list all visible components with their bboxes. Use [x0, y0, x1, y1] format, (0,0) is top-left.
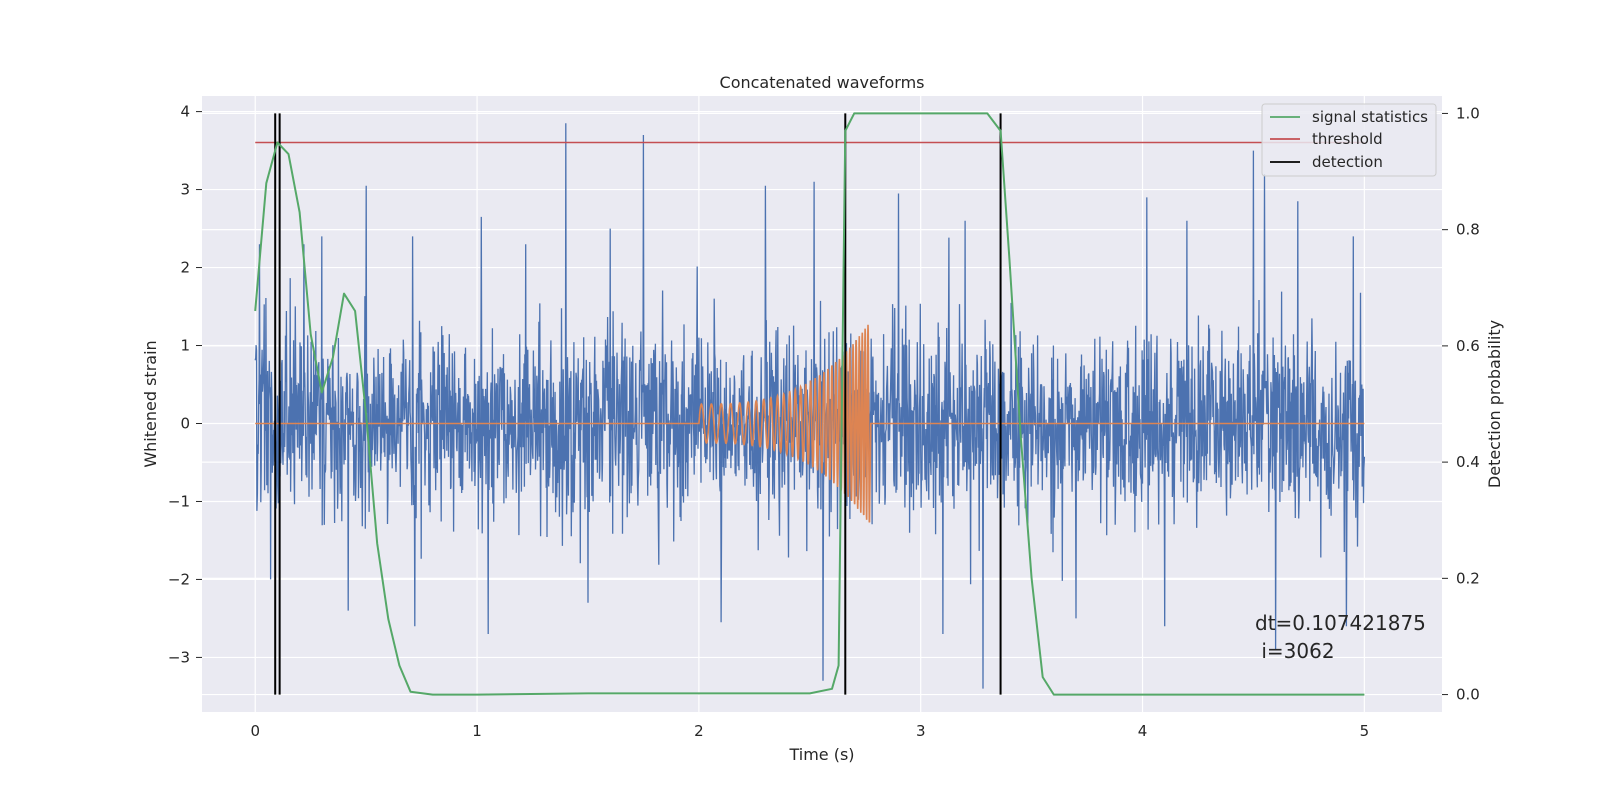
y2-tick-label: 0.4	[1456, 453, 1480, 471]
annotation-dt: dt=0.107421875	[1255, 611, 1426, 635]
y2-tick-label: 0.8	[1456, 221, 1480, 239]
y2-tick-label: 0.6	[1456, 337, 1480, 355]
y-tick-label: −3	[168, 648, 190, 666]
y-tick-label: 1	[180, 337, 190, 355]
y2-tick-label: 0.2	[1456, 569, 1480, 587]
series-line-strain	[254, 123, 1366, 689]
y-tick-label: 4	[180, 103, 190, 121]
y-tick-label: 0	[180, 414, 190, 432]
x-tick-label: 2	[694, 722, 704, 740]
tick-layer: 0 1 2 3 4 5 −3 −2 −1 0 1 2 3 4 0.0 0.2 0.4 0.6 0.8 1.0	[168, 103, 1480, 740]
legend-label-detection: detection	[1312, 153, 1383, 171]
y-tick-label: 2	[180, 259, 190, 277]
legend: signal statistics threshold detection	[1261, 103, 1437, 177]
x-tick-label: 1	[472, 722, 482, 740]
y-tick-label: 3	[180, 181, 190, 199]
data-layer	[254, 112, 1366, 696]
legend-label-threshold: threshold	[1312, 130, 1383, 148]
x-axis-label: Time (s)	[788, 745, 854, 764]
y2-tick-label: 0.0	[1456, 686, 1480, 704]
legend-box	[1261, 103, 1437, 177]
x-tick-label: 5	[1360, 722, 1370, 740]
series-line-signal-statistics	[254, 112, 1365, 696]
y-tick-label: −1	[168, 492, 190, 510]
y2-axis-label: Detection probability	[1485, 320, 1504, 488]
y2-tick-label: 1.0	[1456, 104, 1480, 122]
annotation-index: i=3062	[1255, 639, 1335, 663]
x-tick-label: 3	[916, 722, 926, 740]
x-tick-label: 0	[250, 722, 260, 740]
y-tick-label: −2	[168, 570, 190, 588]
x-tick-label: 4	[1138, 722, 1148, 740]
y-axis-label: Whitened strain	[141, 340, 160, 467]
legend-label-signal-statistics: signal statistics	[1312, 108, 1428, 126]
chart-title: Concatenated waveforms	[720, 73, 925, 92]
